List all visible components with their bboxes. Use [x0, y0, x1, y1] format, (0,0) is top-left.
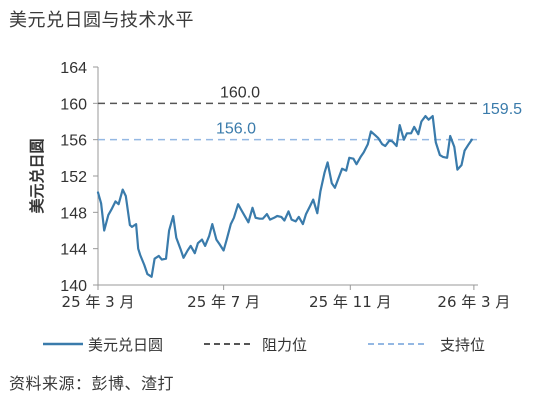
legend-label-usdjpy: 美元兑日圆: [88, 336, 163, 354]
y-tick-label: 156: [60, 133, 87, 150]
y-tick-label: 152: [60, 169, 87, 186]
chart-title: 美元兑日圆与技术水平: [9, 10, 194, 31]
y-tick-label: 144: [60, 242, 87, 259]
axes: 140 144 148 152 156 160 164 25 年 3 月 25 年 7 月 25 …: [28, 60, 510, 311]
resistance-label: 160.0: [220, 84, 260, 101]
y-tick-label: 140: [60, 278, 87, 295]
series-layer: [96, 114, 473, 278]
end-value-label: 159.5: [482, 101, 522, 118]
legend-label-support: 支持位: [440, 336, 485, 354]
x-tick-label: 26 年 3 月: [437, 293, 510, 311]
y-axis-label: 美元兑日圆: [28, 138, 46, 213]
legend: 美元兑日圆 阻力位 支持位: [43, 336, 485, 354]
x-tick-label: 25 年 7 月: [187, 293, 260, 311]
legend-label-resistance: 阻力位: [262, 336, 307, 354]
support-label: 156.0: [216, 121, 256, 138]
x-tick-label: 25 年 11 月: [309, 293, 391, 311]
x-tick-label: 25 年 3 月: [62, 293, 135, 311]
y-tick-label: 148: [60, 205, 87, 222]
y-tick-label: 160: [60, 96, 87, 113]
source-note: 资料来源：彭博、渣打: [9, 374, 175, 393]
usdjpy-line: [96, 114, 473, 278]
annotation-layer: 160.0 156.0 159.5: [216, 84, 522, 137]
y-tick-label: 164: [60, 60, 87, 77]
reference-lines: [98, 102, 478, 141]
